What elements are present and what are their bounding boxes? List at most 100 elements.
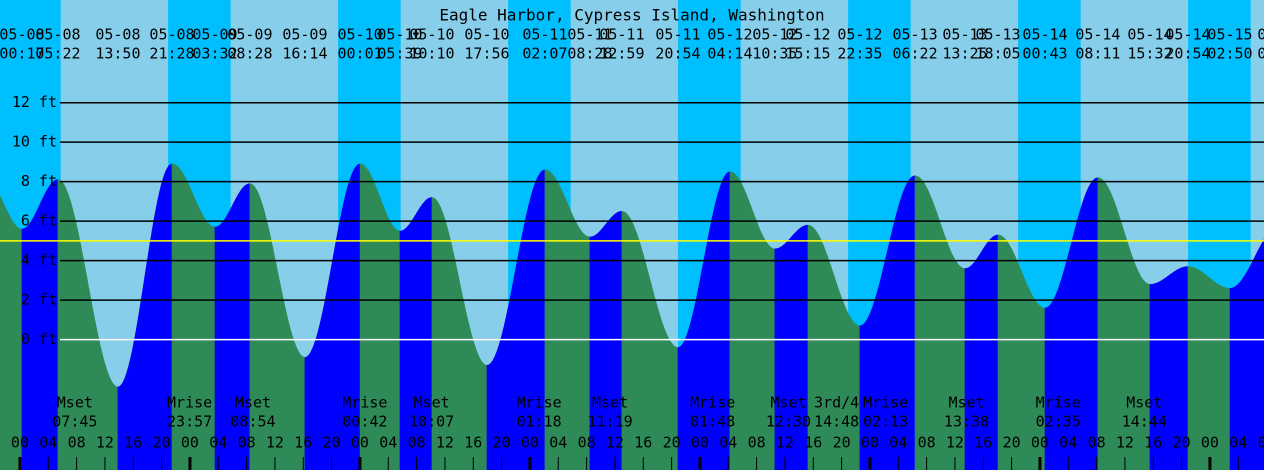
moon-event-time: 10:07: [409, 413, 454, 431]
rising-tide: [1044, 177, 1099, 470]
hour-tick-label: 20: [153, 434, 171, 452]
hour-tick-label: 04: [719, 434, 737, 452]
extreme-date: 05-15: [1257, 26, 1264, 44]
hour-tick-label: 08: [578, 434, 596, 452]
moon-event-time: 13:38: [944, 413, 989, 431]
hour-tick-label: 16: [804, 434, 822, 452]
moon-event-time: 01:48: [690, 413, 735, 431]
moon-event-time: 02:35: [1036, 413, 1081, 431]
moon-event-label: Mrise: [1036, 394, 1081, 412]
hour-tick-label: 04: [39, 434, 57, 452]
extreme-date: 05-14: [1127, 26, 1172, 44]
extreme-time: 03:32: [192, 45, 237, 63]
rising-tide: [21, 179, 59, 470]
moon-event-time: 00:42: [342, 413, 387, 431]
y-tick-label: 8 ft: [21, 172, 57, 190]
hour-tick-label: 12: [946, 434, 964, 452]
extreme-time: 15:15: [785, 45, 830, 63]
hour-tick-label: 00: [1201, 434, 1219, 452]
rising-tide: [214, 183, 251, 470]
extreme-date: 05-08: [35, 26, 80, 44]
hour-tick-label: 04: [209, 434, 227, 452]
hour-tick-label: 16: [974, 434, 992, 452]
extreme-time: 20:54: [1165, 45, 1210, 63]
extreme-time: 02:50: [1207, 45, 1252, 63]
extreme-date: 05-12: [707, 26, 752, 44]
hour-tick-label: 08: [748, 434, 766, 452]
extreme-time: 17:56: [464, 45, 509, 63]
extreme-date: 05-12: [785, 26, 830, 44]
extreme-date: 05-13: [942, 26, 987, 44]
extreme-date: 05-11: [599, 26, 644, 44]
rising-tide: [859, 175, 916, 470]
falling-tide: [431, 197, 488, 470]
extreme-date: 05-08: [0, 26, 45, 44]
hour-tick-label: 04: [549, 434, 567, 452]
moon-event-time: 08:54: [230, 413, 275, 431]
moon-event-label: Mrise: [167, 394, 212, 412]
extreme-time: 15:32: [1127, 45, 1172, 63]
moon-event-time: 12:30: [766, 413, 811, 431]
y-tick-label: 2 ft: [21, 291, 57, 309]
rising-tide: [486, 169, 546, 470]
hour-tick-label: 00: [181, 434, 199, 452]
extreme-time: 12:59: [599, 45, 644, 63]
moon-event-label: Mset: [57, 394, 93, 412]
falling-tide: [729, 171, 776, 470]
y-tick-label: 0 ft: [21, 330, 57, 348]
hour-tick-label: 20: [833, 434, 851, 452]
hour-tick-label: 00: [11, 434, 29, 452]
hour-tick-label: 12: [606, 434, 624, 452]
extreme-time: 20:54: [655, 45, 700, 63]
hour-tick-label: 00: [861, 434, 879, 452]
moon-event-label: Mset: [770, 394, 806, 412]
extreme-time: 09:53: [1257, 45, 1264, 63]
extreme-date: 05-14: [1165, 26, 1210, 44]
hour-tick-label: 20: [663, 434, 681, 452]
moon-event-label: Mset: [592, 394, 628, 412]
hour-tick-label: 08: [1088, 434, 1106, 452]
hour-tick-label: 08: [408, 434, 426, 452]
hour-tick-label: 04: [889, 434, 907, 452]
extreme-time: 21:28: [149, 45, 194, 63]
hour-tick-label: 12: [1116, 434, 1134, 452]
extreme-date: 05-11: [567, 26, 612, 44]
hour-tick-label: 04: [1059, 434, 1077, 452]
extreme-date: 05-08: [95, 26, 140, 44]
hour-tick-label: 20: [0, 434, 1, 452]
extreme-time: 04:14: [707, 45, 752, 63]
extreme-time: 22:35: [837, 45, 882, 63]
rising-tide: [1149, 266, 1189, 470]
extreme-time: 05:22: [35, 45, 80, 63]
extreme-date: 05-10: [409, 26, 454, 44]
extreme-time: 06:22: [892, 45, 937, 63]
hour-tick-label: 12: [266, 434, 284, 452]
rising-tide: [1229, 239, 1264, 470]
hour-tick-label: 00: [521, 434, 539, 452]
extreme-date: 05-11: [655, 26, 700, 44]
chart-title: Eagle Harbor, Cypress Island, Washington: [439, 6, 824, 25]
moon-event-time: 23:57: [167, 413, 212, 431]
extreme-time: 02:07: [522, 45, 567, 63]
hour-tick-label: 08: [1258, 434, 1264, 452]
extreme-date: 05-09: [192, 26, 237, 44]
hour-tick-label: 12: [436, 434, 454, 452]
extreme-time: 10:10: [409, 45, 454, 63]
falling-tide: [807, 224, 861, 470]
moon-event-label: Mset: [948, 394, 984, 412]
hour-tick-label: 08: [238, 434, 256, 452]
hour-tick-label: 20: [1003, 434, 1021, 452]
rising-tide: [774, 224, 809, 470]
falling-tide: [914, 175, 966, 470]
hour-tick-label: 12: [776, 434, 794, 452]
falling-tide: [0, 195, 23, 470]
extreme-date: 05-11: [522, 26, 567, 44]
hour-tick-label: 00: [691, 434, 709, 452]
extreme-time: 13:25: [942, 45, 987, 63]
extreme-date: 05-12: [837, 26, 882, 44]
y-tick-label: 10 ft: [12, 133, 57, 151]
hour-tick-label: 08: [68, 434, 86, 452]
falling-tide: [249, 183, 306, 470]
extreme-date: 05-10: [377, 26, 422, 44]
extreme-date: 05-13: [975, 26, 1020, 44]
